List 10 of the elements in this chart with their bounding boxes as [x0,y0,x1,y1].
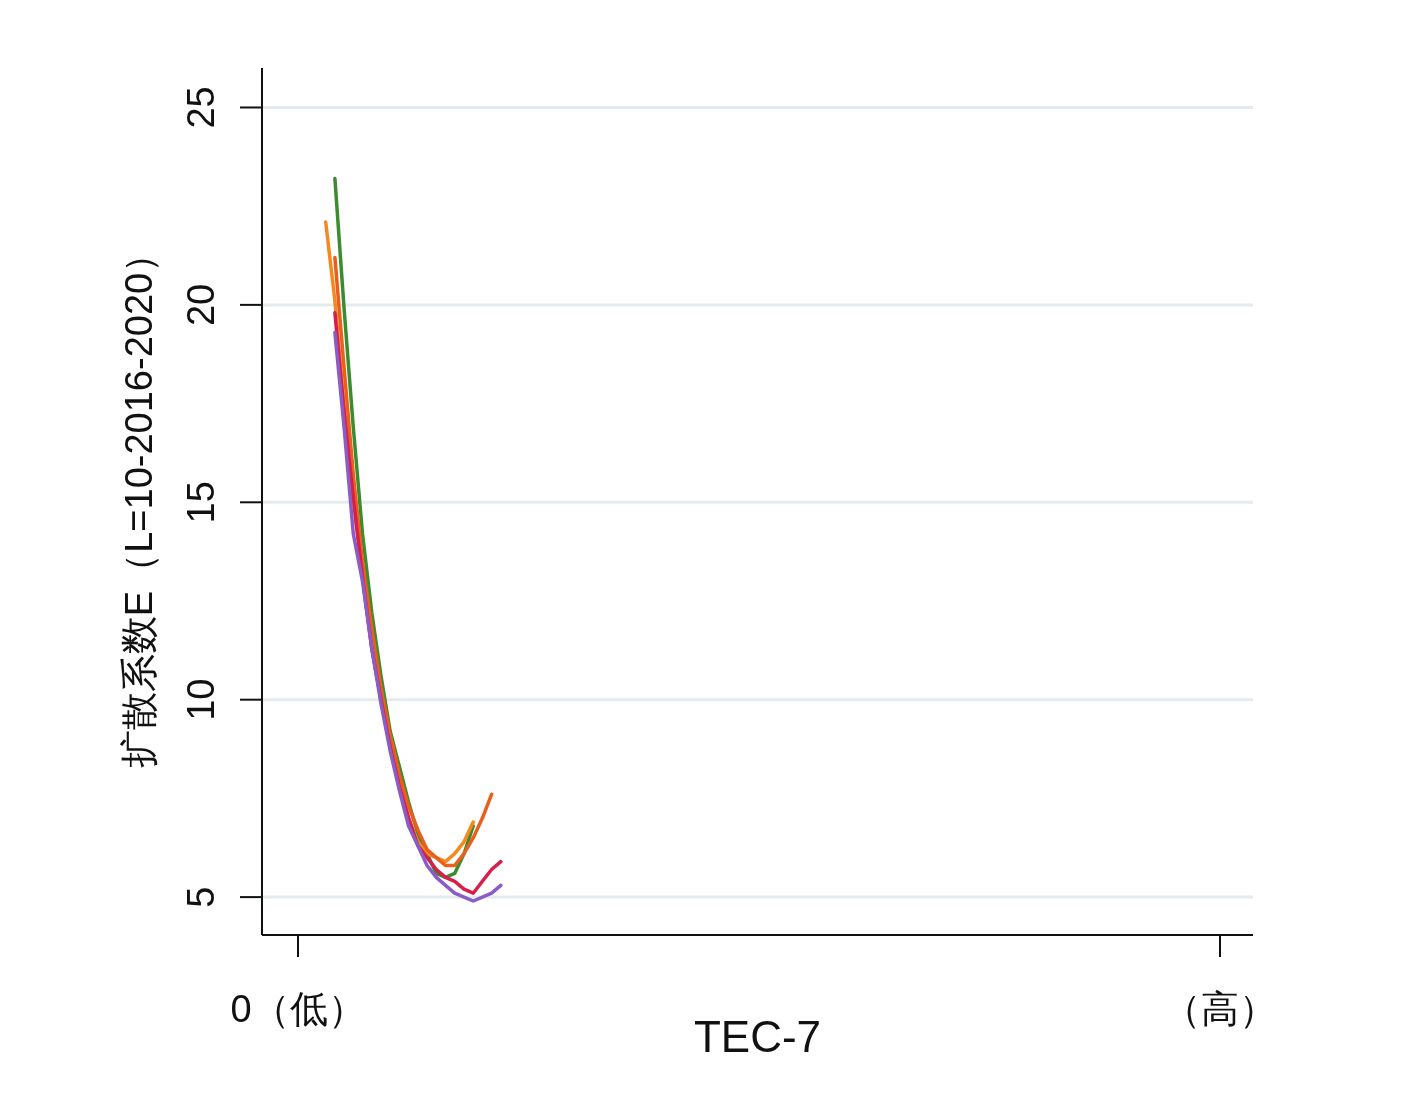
line-series [333,255,494,868]
y-tick-label: 15 [180,481,222,524]
y-tick-label: 10 [180,678,222,721]
x-tick-label: 0（低） [230,988,366,1030]
y-axis-title: 扩散系数E（L=10-2016-2020） [118,234,160,769]
x-tick-label: （高） [1163,988,1277,1030]
y-tick-label: 20 [180,283,222,327]
y-tick-label: 5 [180,886,222,908]
x-axis-title: TEC-7 [693,1012,822,1061]
y-tick-label: 25 [180,86,222,129]
